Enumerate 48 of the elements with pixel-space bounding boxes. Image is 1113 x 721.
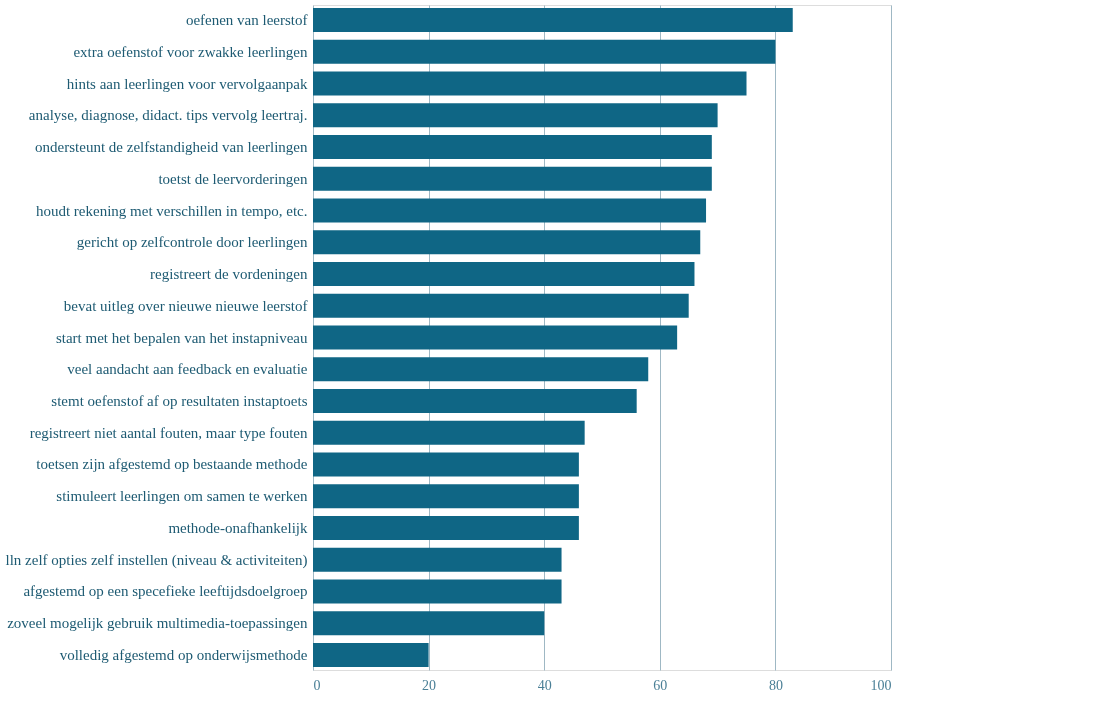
bar (313, 103, 718, 128)
bar (313, 452, 579, 477)
x-tick-label: 40 (537, 677, 552, 693)
y-tick-label: oefenen van leerstof (185, 12, 308, 29)
x-tick-label: 0 (313, 677, 321, 693)
y-tick-label: stimuleert leerlingen om samen te werken (56, 488, 308, 505)
bar (313, 230, 701, 255)
bar (313, 388, 637, 413)
bar (313, 71, 747, 96)
y-tick-label: afgestemd op een specefieke leeftijdsdoelgroep (23, 583, 308, 600)
bar (313, 484, 579, 509)
bar (313, 198, 707, 223)
y-tick-label: veel aandacht aan feedback en evaluatie (67, 361, 308, 378)
y-tick-label: ondersteunt de zelfstandigheid van leerlingen (35, 139, 308, 156)
y-tick-label: toetsen zijn afgestemd op bestaande methode (36, 456, 308, 473)
x-tick-label: 60 (653, 677, 668, 693)
y-tick-label: start met het bepalen van het instapniveau (55, 329, 308, 346)
y-tick-label: analyse, diagnose, didact. tips vervolg leertraj. (28, 107, 308, 124)
bar (313, 8, 793, 33)
bar (313, 420, 585, 445)
bar (313, 293, 689, 318)
y-tick-label: methode-onafhankelijk (168, 519, 308, 536)
y-tick-label: extra oefenstof voor zwakke leerlingen (73, 43, 308, 60)
bar (313, 579, 562, 604)
y-tick-label: volledig afgestemd op onderwijsmethode (59, 646, 308, 663)
y-tick-label: registreert niet aantal fouten, maar type fouten (29, 424, 308, 441)
bar (313, 135, 712, 160)
y-tick-label: houdt rekening met verschillen in tempo, etc. (35, 202, 308, 219)
bar (313, 262, 695, 287)
x-tick-label: 100 (870, 677, 892, 693)
x-tick-label: 80 (768, 677, 783, 693)
y-tick-label: stemt oefenstof af op resultaten instaptoets (51, 392, 308, 409)
bar (313, 357, 649, 382)
y-tick-label: registreert de vordeningen (150, 266, 308, 283)
y-tick-label: hints aan leerlingen voor vervolgaanpak (66, 75, 308, 92)
y-tick-label: toetst de leervorderingen (158, 170, 308, 187)
bar (313, 515, 579, 540)
y-tick-label: gericht op zelfcontrole door leerlingen (76, 234, 308, 251)
bar (313, 547, 562, 572)
bar (313, 611, 545, 636)
y-tick-label: bevat uitleg over nieuwe nieuwe leerstof (63, 297, 308, 314)
bar (313, 325, 678, 350)
y-tick-label: zoveel mogelijk gebruik multimedia-toepassingen (7, 615, 308, 632)
bar (313, 39, 776, 64)
bar (313, 166, 712, 191)
x-tick-label: 20 (422, 677, 437, 693)
bar (313, 642, 429, 667)
y-tick-label: lln zelf opties zelf instellen (niveau & activiteiten) (5, 551, 308, 569)
